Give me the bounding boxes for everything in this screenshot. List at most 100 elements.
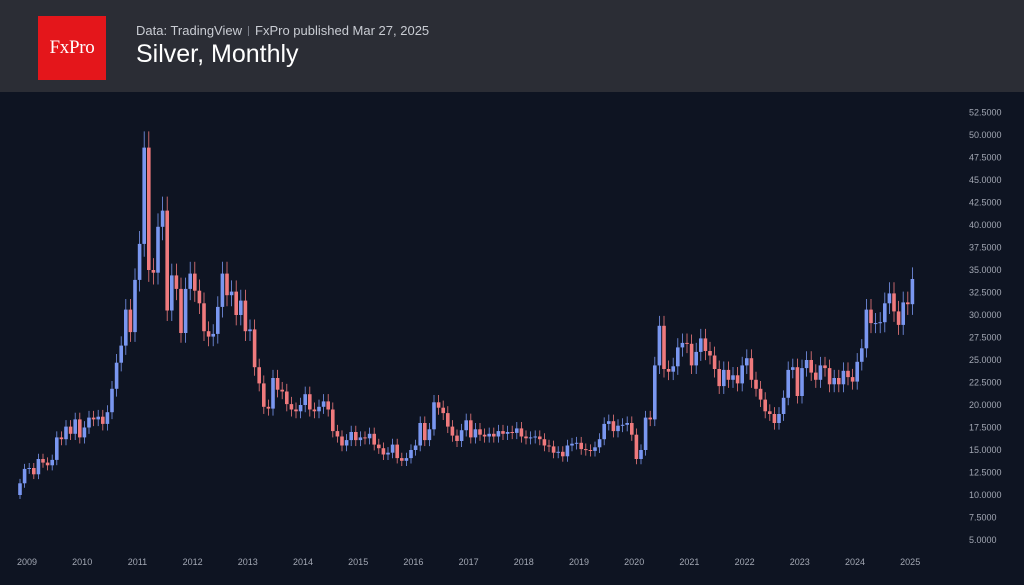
y-tick-label: 52.5000 xyxy=(969,108,1002,118)
x-tick-label: 2014 xyxy=(293,557,313,567)
candle-body xyxy=(823,365,827,369)
candle-body xyxy=(82,427,87,438)
candle-body xyxy=(602,423,606,440)
candle-body xyxy=(795,367,800,396)
candle-body xyxy=(754,379,758,389)
y-tick-label: 20.0000 xyxy=(969,400,1002,410)
candle-body xyxy=(87,417,91,428)
candle-body xyxy=(372,433,376,445)
candle-body xyxy=(289,404,294,410)
candle-body xyxy=(156,226,160,273)
candle-body xyxy=(850,377,855,382)
candle-body xyxy=(298,405,303,412)
fxpro-logo: FxPro xyxy=(38,16,106,80)
candle-body xyxy=(395,444,399,459)
candle-body xyxy=(680,342,685,348)
x-tick-label: 2020 xyxy=(624,557,644,567)
candle-body xyxy=(427,429,432,441)
candle-body xyxy=(763,399,767,412)
candle-body xyxy=(482,434,487,437)
candle-body xyxy=(662,325,666,369)
candle-body xyxy=(676,347,680,367)
x-tick-label: 2015 xyxy=(348,557,368,567)
candle-body xyxy=(639,450,643,459)
y-tick-label: 15.0000 xyxy=(969,445,1002,455)
candle-body xyxy=(896,311,901,325)
candle-body xyxy=(160,210,165,227)
y-tick-label: 27.5000 xyxy=(969,333,1002,343)
candle-body xyxy=(193,273,197,291)
candle-body xyxy=(45,462,50,466)
candle-body xyxy=(404,458,409,461)
candle-body xyxy=(349,432,353,441)
candle-body xyxy=(344,440,349,446)
candle-body xyxy=(354,432,358,441)
candle-body xyxy=(878,322,882,324)
candle-body xyxy=(22,468,27,484)
x-tick-label: 2023 xyxy=(790,557,810,567)
candle-body xyxy=(745,358,749,366)
candle-body xyxy=(18,483,22,495)
candle-body xyxy=(170,275,174,311)
y-tick-label: 30.0000 xyxy=(969,310,1002,320)
candle-body xyxy=(758,388,763,400)
candle-body xyxy=(271,378,275,409)
candle-body xyxy=(717,369,721,387)
candle-body xyxy=(308,394,312,410)
candle-body xyxy=(464,420,468,431)
candle-body xyxy=(68,426,73,434)
data-source-label: Data: TradingView xyxy=(136,23,242,38)
candle-body xyxy=(409,450,413,459)
candle-body xyxy=(860,348,864,362)
candle-body xyxy=(722,369,726,387)
x-tick-label: 2017 xyxy=(459,557,479,567)
candle-body xyxy=(275,378,280,390)
candle-body xyxy=(96,416,100,420)
candle-body xyxy=(294,409,298,412)
candle-body xyxy=(441,407,445,414)
candle-body xyxy=(423,423,427,441)
candle-body xyxy=(257,367,261,384)
candle-body xyxy=(73,419,77,434)
candle-body xyxy=(377,444,381,449)
x-tick-label: 2016 xyxy=(403,557,423,567)
candle-body xyxy=(712,355,717,369)
candle-body xyxy=(837,378,841,385)
candle-body xyxy=(469,420,473,438)
candle-body xyxy=(735,375,740,384)
candle-body xyxy=(27,468,31,469)
candle-body xyxy=(133,279,137,333)
candle-body xyxy=(584,449,588,451)
candle-body xyxy=(533,436,537,438)
candle-body xyxy=(561,451,565,457)
candle-body xyxy=(519,428,524,437)
candle-body xyxy=(239,300,243,315)
candle-body xyxy=(128,309,133,333)
candle-body xyxy=(749,358,754,380)
candle-body xyxy=(55,437,59,460)
candle-body xyxy=(262,383,266,407)
candle-body xyxy=(358,437,363,441)
candle-body xyxy=(685,342,689,344)
candle-body xyxy=(556,451,560,453)
candle-body xyxy=(818,365,823,380)
candle-body xyxy=(593,447,597,451)
candle-body xyxy=(225,273,229,296)
candle-body xyxy=(501,431,505,434)
candle-body xyxy=(846,370,850,378)
x-tick-label: 2021 xyxy=(679,557,699,567)
candle-body xyxy=(510,432,514,433)
candle-body xyxy=(248,329,252,332)
x-tick-label: 2010 xyxy=(72,557,92,567)
candle-body xyxy=(620,424,625,426)
candle-body xyxy=(574,442,579,444)
candle-body xyxy=(436,402,441,408)
candle-body xyxy=(597,439,602,448)
candle-body xyxy=(579,442,583,450)
candle-body xyxy=(216,306,220,334)
candle-body xyxy=(78,419,82,438)
candle-body xyxy=(538,436,542,440)
candle-body xyxy=(285,391,289,405)
x-tick-label: 2024 xyxy=(845,557,865,567)
candle-body xyxy=(630,423,634,435)
